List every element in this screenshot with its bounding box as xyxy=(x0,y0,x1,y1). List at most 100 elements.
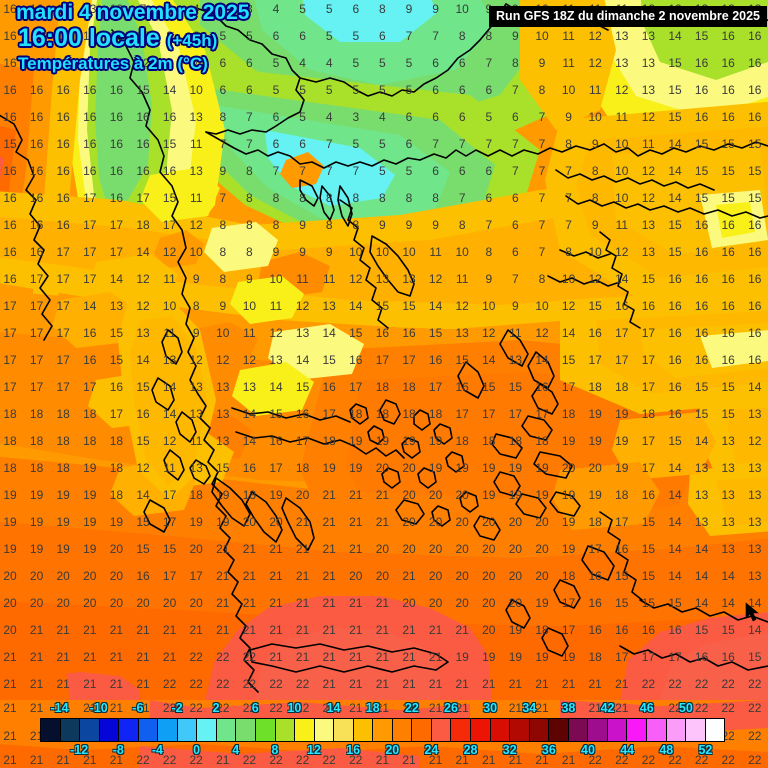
temperature-value: 15 xyxy=(694,191,709,205)
temperature-value: 14 xyxy=(561,326,576,340)
temperature-value: 16 xyxy=(588,596,602,610)
temperature-value: 8 xyxy=(379,2,386,16)
temperature-field xyxy=(0,0,768,700)
temperature-value: 15 xyxy=(588,299,602,313)
legend-swatch[interactable] xyxy=(607,719,628,741)
legend-swatch[interactable] xyxy=(236,719,257,741)
legend-swatch[interactable] xyxy=(99,719,120,741)
temperature-value: 5 xyxy=(352,56,360,70)
legend-tick-above: 46 xyxy=(639,701,654,715)
temperature-value: 20 xyxy=(189,596,203,610)
legend-swatch[interactable] xyxy=(334,719,354,741)
temperature-value: 21 xyxy=(375,753,390,767)
temperature-value: 21 xyxy=(322,650,336,664)
temperature-value: 21 xyxy=(83,753,97,767)
temperature-value: 16 xyxy=(56,164,70,178)
temperature-value: 21 xyxy=(295,542,310,556)
temperature-value: 12 xyxy=(748,434,762,448)
temperature-value: 7 xyxy=(299,164,306,178)
legend-swatch[interactable] xyxy=(451,719,472,741)
temperature-value: 9 xyxy=(405,218,413,232)
legend-swatch[interactable] xyxy=(549,719,569,741)
legend-swatch[interactable] xyxy=(431,719,452,741)
legend-swatch[interactable] xyxy=(705,719,725,741)
legend-swatch[interactable] xyxy=(646,719,667,741)
temperature-value: 21 xyxy=(109,623,124,637)
legend-swatch[interactable] xyxy=(119,719,139,741)
temperature-value: 21 xyxy=(162,623,177,637)
temperature-value: 16 xyxy=(615,623,629,637)
color-scale-bar[interactable] xyxy=(40,718,725,742)
temperature-value: 16 xyxy=(3,272,17,286)
legend-tick-above: -10 xyxy=(89,701,108,715)
temperature-value: 16 xyxy=(3,2,17,16)
temperature-value: 8 xyxy=(379,191,386,205)
temperature-value: 15 xyxy=(269,407,283,421)
coastline-border-overlay xyxy=(0,3,768,693)
temperature-value: 5 xyxy=(352,83,360,97)
legend-swatch[interactable] xyxy=(588,719,608,741)
temperature-value: 16 xyxy=(402,326,416,340)
temperature-value: 6 xyxy=(352,2,360,16)
temperature-value: 10 xyxy=(455,245,469,259)
legend-swatch[interactable] xyxy=(295,719,315,741)
legend-swatch[interactable] xyxy=(471,719,491,741)
temperature-value: 21 xyxy=(56,677,70,691)
legend-swatch[interactable] xyxy=(412,719,432,741)
temperature-value: 17 xyxy=(162,569,177,583)
temperature-value: 10 xyxy=(242,299,257,313)
legend-swatch[interactable] xyxy=(158,719,178,741)
temperature-value: 16 xyxy=(242,461,257,475)
legend-swatch[interactable] xyxy=(275,719,296,741)
temperature-value: 14 xyxy=(668,461,682,475)
temperature-value: 15 xyxy=(694,623,709,637)
legend-swatch[interactable] xyxy=(138,719,159,741)
legend-swatch[interactable] xyxy=(80,719,100,741)
color-scale-wrapper: -14 -10 -6 -2 2 6 10 14 18 22 26 30 34 38 42 46 50 -12 -8-… xyxy=(40,701,725,757)
temperature-value: 16 xyxy=(83,326,97,340)
legend-swatch[interactable] xyxy=(60,719,81,741)
legend-swatch[interactable] xyxy=(568,719,589,741)
legend-swatch[interactable] xyxy=(490,719,511,741)
temperature-value: 16 xyxy=(83,353,97,367)
temperature-value: 13 xyxy=(269,353,283,367)
temperature-value: 15 xyxy=(428,326,443,340)
temperature-value: 13 xyxy=(748,461,762,475)
temperature-value: 16 xyxy=(748,299,762,313)
legend-swatch[interactable] xyxy=(392,719,413,741)
temperature-value: 20 xyxy=(455,515,469,529)
legend-swatch[interactable] xyxy=(41,719,61,741)
legend-swatch[interactable] xyxy=(216,719,237,741)
temperature-value: 16 xyxy=(3,164,17,178)
temperature-value: 19 xyxy=(56,515,70,529)
temperature-value: 8 xyxy=(325,191,333,205)
temperature-value: 7 xyxy=(485,218,493,232)
legend-swatch[interactable] xyxy=(373,719,393,741)
temperature-value: 21 xyxy=(295,596,310,610)
legend-swatch[interactable] xyxy=(177,719,198,741)
legend-swatch[interactable] xyxy=(529,719,550,741)
legend-swatch[interactable] xyxy=(353,719,374,741)
temperature-value: 18 xyxy=(3,461,17,475)
legend-swatch[interactable] xyxy=(256,719,276,741)
legend-swatch[interactable] xyxy=(197,719,217,741)
temperature-value: 21 xyxy=(615,701,629,715)
legend-swatch[interactable] xyxy=(510,719,530,741)
temperature-value: 22 xyxy=(269,701,283,715)
temperature-value: 21 xyxy=(588,701,602,715)
legend-swatch[interactable] xyxy=(627,719,647,741)
map-viewport[interactable]: 16 16 15 13 10 7 5 4 3 3 4 5 5 6 8 9 9 10 9 9 10 11 11 11 12 12 13… xyxy=(0,0,768,700)
temperature-value: 17 xyxy=(29,326,44,340)
legend-swatch[interactable] xyxy=(686,719,706,741)
temperature-value: 14 xyxy=(748,623,762,637)
legend-tick-above: 38 xyxy=(561,701,576,715)
temperature-value: 8 xyxy=(192,299,200,313)
legend-swatch[interactable] xyxy=(666,719,687,741)
temperature-value: 16 xyxy=(535,380,549,394)
legend-swatch[interactable] xyxy=(314,719,335,741)
temperature-value: 12 xyxy=(615,245,629,259)
temperature-value: 15 xyxy=(694,407,709,421)
temperature-value: 19 xyxy=(561,488,576,502)
temperature-value: 19 xyxy=(615,407,629,421)
temperature-value: 20 xyxy=(136,596,150,610)
